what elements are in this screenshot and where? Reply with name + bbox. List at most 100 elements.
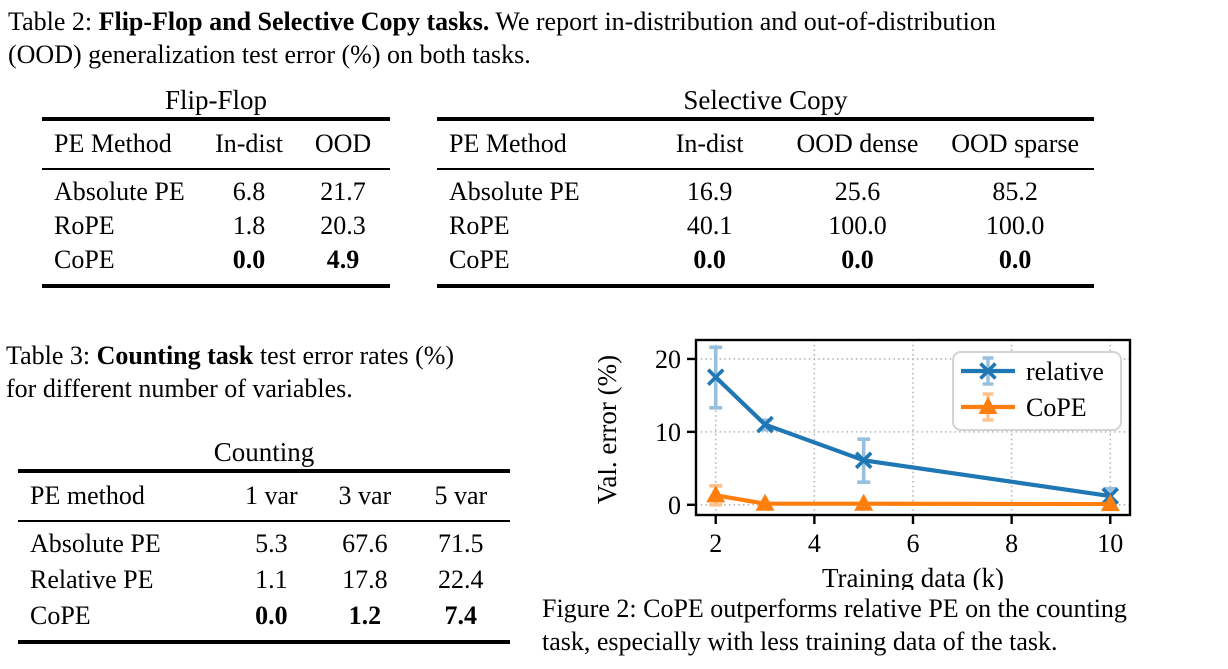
- cell-method: Absolute PE: [30, 529, 161, 558]
- table-header-row: PE Method In-dist OOD dense OOD sparse: [437, 117, 1094, 170]
- flip-flop-title: Flip-Flop: [164, 85, 268, 115]
- cell-value: 100.0: [985, 211, 1045, 240]
- x-tick-label: 6: [907, 529, 920, 558]
- table-row: CoPE 0.0 1.2 7.4: [18, 598, 510, 644]
- table2-caption-line2: (OOD) generalization test error (%) on b…: [8, 40, 531, 69]
- cell-value: 1.8: [232, 211, 266, 240]
- table3-caption-prefix: Table 3:: [6, 341, 91, 370]
- figure2-caption: Figure 2: CoPE outperforms relative PE o…: [542, 592, 1228, 658]
- counting-title: Counting: [213, 437, 315, 467]
- table3-caption-bold: Counting task: [96, 341, 254, 370]
- cell-value: 67.6: [342, 529, 388, 558]
- selective-copy-table: PE Method In-dist OOD dense OOD sparse A…: [437, 117, 1094, 288]
- cell-method: Relative PE: [30, 565, 154, 594]
- table-row: Relative PE 1.1 17.8 22.4: [18, 562, 510, 598]
- legend-label: CoPE: [1026, 393, 1087, 422]
- table-selective-copy: Selective Copy PE Method In-dist OOD den…: [437, 84, 1094, 288]
- triangle-marker: [706, 485, 726, 503]
- table-row: Absolute PE 6.8 21.7: [42, 169, 390, 209]
- flip-flop-table: PE Method In-dist OOD Absolute PE 6.8 21…: [42, 117, 390, 288]
- triangle-marker: [1100, 494, 1120, 512]
- cell-method: CoPE: [42, 243, 203, 288]
- col-header: In-dist: [640, 117, 779, 170]
- table-row: CoPE 0.0 4.9: [42, 243, 390, 288]
- triangle-marker: [978, 397, 998, 414]
- cell-value: 0.0: [202, 243, 297, 288]
- selective-copy-title: Selective Copy: [683, 85, 848, 115]
- x-axis-label: Training data (k): [822, 563, 1004, 590]
- table-header-row: PE Method In-dist OOD: [42, 117, 390, 170]
- x-marker: [706, 368, 725, 386]
- cell-value: 22.4: [438, 565, 484, 594]
- cell-value: 71.5: [438, 529, 484, 558]
- figure2-caption-prefix: Figure 2:: [542, 594, 637, 623]
- y-tick-label: 10: [655, 418, 681, 447]
- x-marker: [854, 451, 873, 470]
- table-row: RoPE 1.8 20.3: [42, 209, 390, 243]
- y-tick-label: 0: [668, 491, 681, 520]
- col-header: 3 var: [318, 469, 412, 522]
- cell-value: 0.0: [640, 243, 779, 288]
- x-marker: [979, 362, 997, 380]
- col-header: PE Method: [437, 117, 641, 170]
- counting-table: PE method 1 var 3 var 5 var Absolute PE …: [18, 469, 510, 644]
- triangle-marker: [755, 493, 775, 511]
- table2-caption-prefix: Table 2:: [8, 7, 93, 36]
- x-tick-label: 10: [1097, 529, 1123, 558]
- table3-caption-line2: for different number of variables.: [6, 374, 353, 403]
- y-tick-label: 20: [655, 345, 681, 374]
- table2-caption-rest: We report in-distribution and out-of-dis…: [495, 7, 996, 36]
- cell-value: 0.0: [936, 243, 1094, 288]
- cell-value: 25.6: [834, 177, 881, 206]
- col-header: 5 var: [411, 469, 510, 522]
- figure2-caption-line2: task, especially with less training data…: [542, 627, 1058, 656]
- cell-method: RoPE: [54, 211, 115, 240]
- table3-caption-line1: Table 3: Counting task test error rates …: [6, 339, 546, 372]
- table-row: Absolute PE 5.3 67.6 71.5: [18, 521, 510, 562]
- cell-value: 21.7: [320, 177, 366, 206]
- x-tick-label: 2: [709, 529, 722, 558]
- table2-caption-bold: Flip-Flop and Selective Copy tasks.: [98, 7, 490, 36]
- col-header: PE method: [18, 469, 225, 522]
- cell-value: 6.8: [232, 177, 266, 206]
- col-header: OOD sparse: [936, 117, 1094, 170]
- cell-value: 85.2: [992, 177, 1038, 206]
- table3-caption-rest: test error rates (%): [259, 341, 455, 370]
- cell-value: 0.0: [224, 598, 319, 644]
- cell-value: 4.9: [296, 243, 390, 288]
- table2-caption: Table 2: Flip-Flop and Selective Copy ta…: [8, 5, 1224, 71]
- table2-caption-line1: Table 2: Flip-Flop and Selective Copy ta…: [8, 5, 1224, 38]
- figure2-caption-line1: Figure 2: CoPE outperforms relative PE o…: [542, 592, 1228, 625]
- series-line: [713, 375, 1113, 499]
- col-header: OOD: [296, 117, 390, 170]
- x-marker: [756, 415, 774, 434]
- table-counting: Counting PE method 1 var 3 var 5 var Abs…: [18, 436, 510, 644]
- legend-label: relative: [1026, 357, 1104, 386]
- col-header: PE Method: [42, 117, 203, 170]
- table-header-row: PE method 1 var 3 var 5 var: [18, 469, 510, 522]
- figure2-caption-rest: CoPE outperforms relative PE on the coun…: [643, 594, 1127, 623]
- cell-method: Absolute PE: [449, 177, 580, 206]
- cell-value: 16.9: [686, 177, 733, 206]
- x-tick-label: 8: [1005, 529, 1018, 558]
- cell-value: 40.1: [686, 211, 733, 240]
- cell-value: 5.3: [255, 529, 288, 558]
- cell-method: RoPE: [449, 211, 510, 240]
- cell-value: 17.8: [342, 565, 388, 594]
- cell-value: 7.4: [411, 598, 510, 644]
- cell-method: CoPE: [437, 243, 641, 288]
- col-header: OOD dense: [778, 117, 937, 170]
- cell-value: 1.2: [318, 598, 412, 644]
- cell-value: 100.0: [828, 211, 887, 240]
- figure2-chart: 2 4 6 8 10 0 10 20 Training data (k) Val. error (…: [592, 332, 1200, 593]
- series-CoPE: [706, 484, 1120, 512]
- table-row: CoPE 0.0 0.0 0.0: [437, 243, 1094, 288]
- col-header: In-dist: [202, 117, 297, 170]
- series-line: [713, 493, 1113, 507]
- table3-caption: Table 3: Counting task test error rates …: [6, 339, 546, 405]
- cell-value: 0.0: [778, 243, 937, 288]
- triangle-marker: [854, 493, 874, 511]
- cell-method: Absolute PE: [54, 177, 185, 206]
- x-tick-label: 4: [808, 529, 821, 558]
